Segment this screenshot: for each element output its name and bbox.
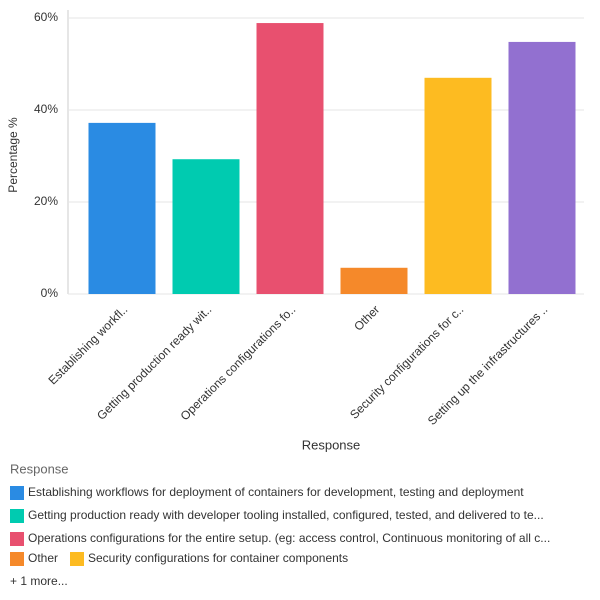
bar bbox=[172, 159, 240, 294]
x-tick-label: Other bbox=[351, 302, 382, 333]
legend-label[interactable]: Operations configurations for the entire… bbox=[28, 531, 550, 545]
legend-label[interactable]: Establishing workflows for deployment of… bbox=[28, 485, 524, 499]
bar bbox=[256, 23, 324, 295]
x-axis-title: Response bbox=[302, 437, 361, 452]
y-tick-label: 40% bbox=[34, 102, 58, 116]
y-tick-label: 0% bbox=[41, 286, 59, 300]
legend-label[interactable]: Other bbox=[28, 551, 58, 565]
legend-swatch bbox=[10, 532, 24, 546]
legend-label[interactable]: Security configurations for container co… bbox=[88, 551, 348, 565]
y-axis-title: Percentage % bbox=[6, 117, 20, 193]
y-tick-label: 20% bbox=[34, 194, 58, 208]
bar bbox=[508, 41, 576, 294]
legend-label[interactable]: Getting production ready with developer … bbox=[28, 508, 544, 522]
bar bbox=[340, 267, 408, 294]
legend-swatch bbox=[10, 552, 24, 566]
x-tick-label: Establishing workfl.. bbox=[45, 302, 130, 387]
legend-swatch bbox=[10, 509, 24, 523]
legend-swatch bbox=[70, 552, 84, 566]
legend-more[interactable]: + 1 more... bbox=[10, 574, 68, 588]
bar bbox=[88, 122, 156, 294]
legend-title: Response bbox=[10, 461, 69, 476]
bar bbox=[424, 77, 492, 294]
y-tick-label: 60% bbox=[34, 10, 58, 24]
legend-swatch bbox=[10, 486, 24, 500]
